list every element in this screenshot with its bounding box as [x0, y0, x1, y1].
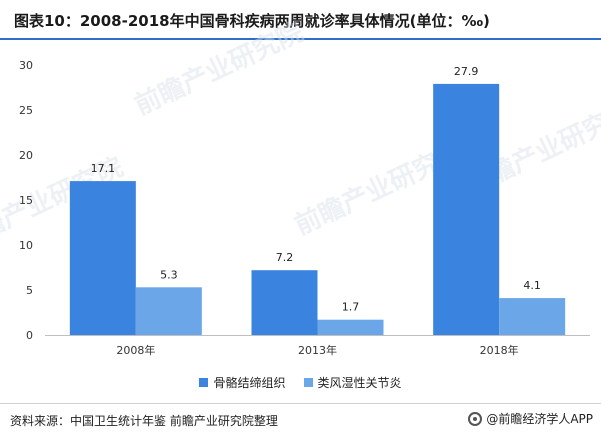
- data-label-series-1-0: 17.1: [91, 162, 116, 175]
- y-tick-label: 15: [19, 194, 33, 207]
- brand-label: @前瞻经济学人APP: [486, 412, 593, 426]
- legend-swatch-series-1: [199, 378, 209, 387]
- y-tick-label: 10: [19, 239, 33, 252]
- chart-title: 图表10：2008-2018年中国骨科疾病两周就诊率具体情况(单位：‰): [14, 12, 490, 30]
- legend-label-series-1: 骨骼结缔组织: [213, 376, 286, 390]
- y-tick-label: 20: [19, 149, 33, 162]
- data-label-series-1-2: 27.9: [454, 65, 479, 78]
- bar-group: 17.1 5.3 7.2 1.7 27.9 4.1: [69, 65, 566, 336]
- brand-logo-icon: [468, 411, 483, 426]
- bar-series-1-2: [433, 83, 500, 336]
- bar-series-2-1: [317, 319, 384, 335]
- y-tick-label: 30: [19, 59, 33, 72]
- watermark-text: 前瞻产业研究院: [130, 16, 308, 121]
- legend-item-series-2: 类风湿性关节炎: [303, 374, 402, 391]
- bar-series-1-0: [69, 181, 136, 335]
- y-tick-label: 25: [19, 104, 33, 117]
- y-tick-label: 5: [26, 284, 33, 297]
- x-tick-label: 2008年: [116, 343, 155, 357]
- data-label-series-2-0: 5.3: [160, 268, 178, 281]
- brand-credit: @前瞻经济学人APP: [468, 410, 593, 427]
- bar-series-1-1: [251, 270, 318, 335]
- x-tick-label: 2013年: [298, 343, 337, 357]
- bar-series-2-0: [135, 287, 202, 335]
- footer-divider: [0, 403, 601, 404]
- y-tick-label: 0: [26, 329, 33, 342]
- y-axis: 0 5 10 15 20 25 30: [19, 59, 33, 342]
- title-divider: [0, 38, 601, 40]
- legend-swatch-series-2: [303, 378, 313, 387]
- data-label-series-2-2: 4.1: [523, 279, 541, 292]
- legend-item-series-1: 骨骼结缔组织: [199, 374, 286, 391]
- x-tick-label: 2018年: [480, 343, 519, 357]
- x-axis: 2008年 2013年 2018年: [45, 335, 590, 357]
- legend-label-series-2: 类风湿性关节炎: [317, 376, 402, 390]
- data-label-series-2-1: 1.7: [342, 301, 360, 314]
- legend: 骨骼结缔组织 类风湿性关节炎: [0, 374, 601, 391]
- bar-series-2-2: [499, 298, 566, 335]
- source-note: 资料来源：中国卫生统计年鉴 前瞻产业研究院整理: [10, 414, 278, 428]
- data-label-series-1-1: 7.2: [276, 251, 294, 264]
